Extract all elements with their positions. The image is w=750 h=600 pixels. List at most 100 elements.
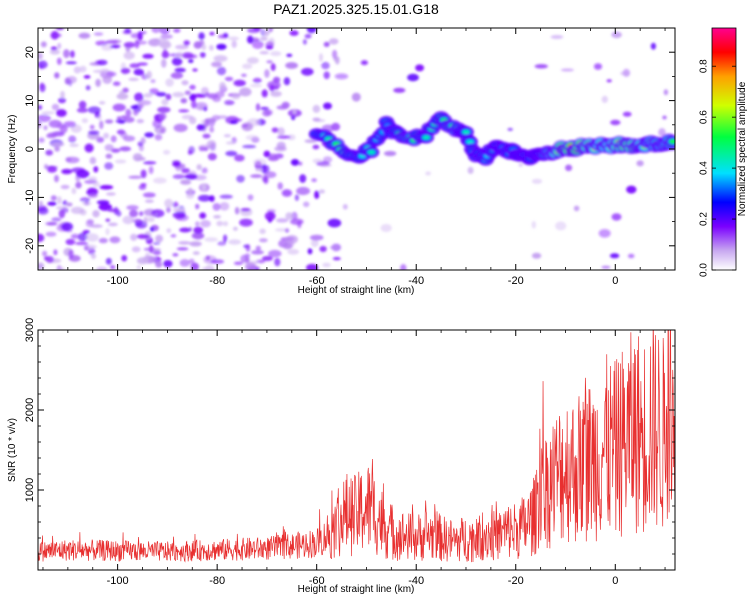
spectrogram-noise-cell (172, 91, 185, 98)
spectrogram-noise-cell (268, 249, 282, 258)
spectrogram-noise-cell (192, 251, 200, 255)
spectrogram-y-tick-label: -20 (24, 238, 36, 254)
spectrogram-noise-cell (54, 146, 60, 152)
spectrogram-noise-cell (145, 252, 150, 260)
spectrogram-noise-cell (101, 44, 113, 51)
spectrogram-noise-cell (130, 33, 143, 39)
spectrogram-noise-cell (291, 211, 298, 221)
spectrogram-noise-cell (53, 249, 58, 256)
spectrogram-noise-cell (264, 211, 276, 221)
spectrogram-noise-cell (247, 28, 261, 34)
spectrogram-noise-cell (65, 156, 80, 164)
spectrogram-noise-cell (172, 253, 179, 257)
spectrogram-noise-cell (56, 267, 65, 270)
spectrogram-noise-cell (231, 40, 237, 48)
spectrogram-noise-cell (92, 182, 101, 187)
spectrogram-noise-cell (57, 196, 62, 205)
spectrogram-noise-cell (281, 189, 293, 197)
spectrogram-noise-cell (156, 92, 167, 97)
spectrogram-noise-cell (144, 199, 154, 203)
spectrogram-noise-cell (241, 73, 247, 78)
spectrogram-noise-cell (189, 93, 197, 101)
spectrogram-noise-cell (71, 167, 86, 173)
spectrogram-noise-cell (149, 244, 154, 254)
spectrogram-noise-cell (105, 228, 110, 236)
spectrogram-noise-cell (277, 127, 285, 136)
spectrogram-noise-cell (319, 245, 327, 253)
snr-x-tick-label: -100 (107, 575, 129, 587)
spectrogram-noise-cell (158, 28, 169, 31)
spectrogram-noise-cell (306, 28, 317, 34)
spectrogram-noise-cell (309, 234, 324, 241)
spectrogram-noise-cell (253, 158, 267, 166)
spectrogram-noise-cell (322, 262, 331, 268)
spectrogram-noise-cell (85, 219, 94, 228)
spectrogram-noise-cell (88, 247, 96, 255)
spectrogram-noise-cell (181, 168, 191, 174)
spectrogram-noise-cell (98, 101, 106, 105)
spectrogram-noise-cell (242, 144, 256, 149)
spectrogram-noise-cell (216, 66, 227, 76)
spectrogram-noise-cell (198, 144, 210, 150)
spectrogram-noise-cell (245, 244, 251, 252)
spectrogram-noise-cell (142, 53, 154, 59)
spectrogram-noise-cell (152, 119, 162, 129)
spectrogram-noise-cell (312, 104, 321, 113)
spectrogram-noise-cell (180, 98, 188, 104)
spectrogram-noise-cell (307, 248, 313, 255)
spectrogram-noise-cell (137, 62, 148, 66)
spectrogram-noise-cell (179, 259, 190, 267)
spectrogram-noise-cell (211, 61, 222, 68)
spectrogram-noise-cell (159, 112, 167, 120)
spectrogram-noise-cell (150, 79, 156, 84)
spectrogram-noise-cell (380, 224, 392, 232)
spectrogram-noise-cell (299, 174, 307, 183)
spectrogram-noise-cell (138, 184, 147, 190)
spectrogram-noise-cell (157, 38, 170, 48)
snr-x-ticks: -100 -80 -60 -40 -20 0 (42, 330, 666, 587)
spectrogram-noise-cell (95, 78, 101, 87)
spectrogram-noise-cell (122, 215, 134, 225)
spectrogram-noise-cell (129, 209, 139, 218)
spectrogram-noise-cell (136, 40, 148, 45)
spectrogram-noise-cell (126, 205, 139, 211)
spectrogram-noise-cells (38, 28, 669, 270)
spectrogram-noise-cell (102, 75, 112, 84)
spectrogram-noise-cell (88, 193, 98, 198)
spectrogram-noise-cell (128, 175, 143, 179)
spectrogram-noise-cell (196, 164, 202, 171)
spectrogram-noise-cell (71, 187, 77, 195)
spectrogram-noise-cell (160, 34, 173, 39)
spectrogram-noise-cell (663, 89, 669, 96)
spectrogram-noise-cell (225, 150, 238, 157)
spectrogram-noise-cell (213, 55, 228, 62)
spectrogram-noise-cell (222, 221, 229, 227)
spectrogram-noise-cell (233, 261, 243, 265)
spectrogram-noise-cell (178, 241, 191, 245)
spectrogram-noise-cell (329, 245, 340, 250)
spectrogram-x-tick-label: -60 (309, 275, 325, 287)
spectrogram-noise-cell (263, 171, 277, 179)
spectrogram-noise-cell (144, 132, 154, 138)
spectrogram-noise-cell (263, 176, 269, 184)
spectrogram-noise-cell (276, 218, 289, 223)
spectrogram-noise-cell (611, 31, 622, 39)
spectrogram-noise-cell (244, 256, 250, 263)
spectrogram-noise-cell (172, 211, 186, 219)
spectrogram-noise-cell (55, 28, 64, 31)
spectrogram-noise-cell (285, 212, 293, 220)
snr-x-tick-label: 0 (612, 575, 618, 587)
spectrogram-noise-cell (133, 109, 139, 116)
spectrogram-noise-cell (104, 119, 114, 124)
spectrogram-noise-cell (149, 88, 160, 95)
spectrogram-noise-cell (251, 40, 264, 49)
spectrogram-noise-cell (92, 210, 100, 218)
spectrogram-noise-cell (598, 229, 611, 238)
spectrogram-noise-cell (173, 123, 188, 133)
spectrogram-noise-cell (153, 177, 167, 184)
spectrogram-noise-cell (84, 143, 94, 153)
spectrogram-noise-cell (110, 265, 116, 270)
spectrogram-noise-cell (565, 164, 573, 172)
spectrogram-noise-cell (271, 127, 279, 133)
